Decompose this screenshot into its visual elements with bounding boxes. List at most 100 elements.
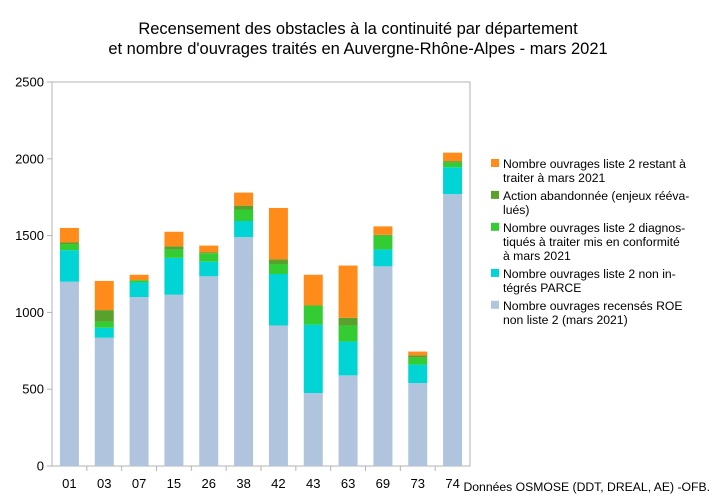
bar-segment-26-series-2: [199, 261, 219, 277]
bar-segment-74-series-5: [443, 152, 463, 162]
source-note: Données OSMOSE (DDT, DREAL, AE) -OFB.: [463, 480, 710, 494]
bar-segment-03-series-1: [94, 337, 114, 466]
bar-segment-74-series-4: [443, 161, 463, 163]
bar-segment-43-series-3: [303, 305, 323, 325]
bar-segment-38-series-3: [234, 209, 254, 222]
x-tick-label: 38: [236, 476, 250, 491]
legend-swatch-series-4: [491, 190, 499, 199]
legend-label-series-1: non liste 2 (mars 2021): [503, 313, 628, 327]
x-tick-label: 42: [271, 476, 285, 491]
legend-label-series-4: Action abandonnée (enjeux rééva-: [503, 189, 689, 203]
bar-segment-26-series-3: [199, 253, 219, 262]
legend-swatch-series-3: [491, 222, 499, 231]
bar-segment-69-series-4: [373, 234, 393, 236]
x-tick-label: 01: [62, 476, 76, 491]
legend-label-series-2: Nombre ouvrages liste 2 non in-: [503, 267, 676, 281]
bar-segment-74-series-3: [443, 162, 463, 168]
x-tick-label: 69: [376, 476, 390, 491]
bar-segment-63-series-2: [338, 341, 358, 376]
y-tick-label: 0: [37, 459, 44, 474]
bar-segment-03-series-3: [94, 321, 114, 328]
legend-label-series-3: Nombre ouvrages liste 2 diagnos-: [503, 221, 685, 235]
bar-segment-74-series-1: [443, 194, 463, 467]
bar-segment-15-series-5: [164, 231, 184, 247]
x-tick-label: 03: [97, 476, 111, 491]
bar-segment-69-series-5: [373, 226, 393, 235]
bar-segment-01-series-4: [59, 242, 79, 245]
bar-segment-63-series-3: [338, 325, 358, 342]
bar-segment-69-series-2: [373, 249, 393, 267]
x-tick-label: 63: [341, 476, 355, 491]
legend-swatch-series-5: [491, 159, 499, 167]
bar-segment-38-series-5: [234, 192, 254, 206]
bar-segment-42-series-1: [268, 325, 288, 466]
bar-segment-63-series-1: [338, 375, 358, 466]
bar-segment-26-series-4: [199, 252, 219, 254]
chart-title-line-2: et nombre d'ouvrages traités en Auvergne…: [108, 40, 607, 58]
bar-segment-73-series-3: [408, 357, 428, 365]
y-tick-label: 2500: [15, 75, 44, 90]
bar-segment-15-series-1: [164, 294, 184, 466]
legend-label-series-4: lués): [503, 203, 529, 217]
bar-segment-63-series-4: [338, 317, 358, 326]
bar-segment-01-series-1: [59, 281, 79, 466]
legend-swatch-series-2: [491, 268, 499, 277]
y-tick-label: 1500: [15, 228, 44, 243]
bar-segment-42-series-4: [268, 259, 288, 265]
x-tick-label: 73: [411, 476, 425, 491]
y-tick-label: 1000: [15, 305, 44, 320]
bar-segment-07-series-5: [129, 274, 149, 281]
bar-segment-15-series-2: [164, 257, 184, 295]
legend-label-series-5: traiter à mars 2021: [503, 171, 606, 185]
bar-segment-73-series-2: [408, 364, 428, 384]
bar-segment-73-series-5: [408, 351, 428, 356]
bar-segment-26-series-1: [199, 276, 219, 466]
bar-segment-01-series-2: [59, 250, 79, 282]
bars-group: [59, 152, 463, 467]
legend-label-series-5: Nombre ouvrages liste 2 restant à: [503, 157, 686, 171]
bar-segment-03-series-2: [94, 327, 114, 338]
bar-segment-69-series-1: [373, 266, 393, 466]
bar-segment-38-series-4: [234, 205, 254, 210]
x-tick-label: 15: [167, 476, 181, 491]
bar-segment-73-series-1: [408, 383, 428, 466]
bar-segment-69-series-3: [373, 235, 393, 250]
bar-segment-07-series-1: [129, 297, 149, 466]
bar-segment-42-series-2: [268, 274, 288, 326]
bar-segment-01-series-3: [59, 244, 79, 251]
x-tick-label: 07: [132, 476, 146, 491]
plot-area-frame: [51, 81, 471, 467]
x-axis-ticks: 01 03 07 15 26 38 42 43 63 69 73 74: [62, 466, 460, 491]
bar-segment-03-series-5: [94, 280, 114, 311]
legend-label-series-3: tiqués à traiter mis en conformité: [503, 235, 680, 249]
bar-segment-01-series-5: [59, 227, 79, 243]
x-tick-label: 26: [202, 476, 216, 491]
legend-label-series-1: Nombre ouvrages recensés ROE: [503, 299, 683, 313]
x-tick-label: 43: [306, 476, 320, 491]
legend: Nombre ouvrages liste 2 restant àtraiter…: [491, 157, 689, 327]
legend-swatch-series-1: [491, 300, 499, 309]
y-tick-label: 500: [22, 382, 44, 397]
y-axis-ticks: 0 500 1000 1500 2000 2500: [15, 75, 52, 474]
bar-segment-43-series-1: [303, 393, 323, 466]
bar-segment-73-series-4: [408, 355, 428, 358]
bar-segment-26-series-5: [199, 245, 219, 253]
y-tick-label: 2000: [15, 151, 44, 166]
bar-segment-03-series-4: [94, 310, 114, 322]
legend-label-series-2: tégrés PARCE: [503, 281, 581, 295]
bar-segment-42-series-3: [268, 264, 288, 274]
bar-segment-38-series-2: [234, 221, 254, 238]
bar-segment-74-series-2: [443, 167, 463, 195]
bar-segment-07-series-3: [129, 280, 149, 283]
bar-segment-07-series-2: [129, 282, 149, 298]
legend-label-series-3: à mars 2021: [503, 249, 571, 263]
bar-segment-15-series-3: [164, 249, 184, 258]
bar-segment-43-series-2: [303, 324, 323, 394]
bar-segment-38-series-1: [234, 237, 254, 466]
bar-segment-15-series-4: [164, 246, 184, 250]
bar-segment-63-series-5: [338, 265, 358, 318]
x-tick-label: 74: [445, 476, 459, 491]
bar-segment-43-series-5: [303, 274, 323, 306]
